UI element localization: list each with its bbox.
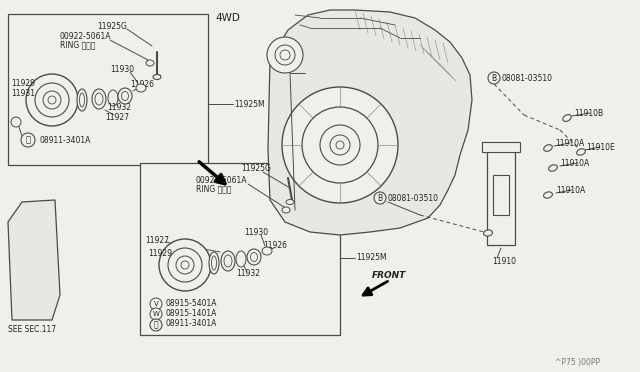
Text: V: V bbox=[154, 301, 158, 307]
Text: 11910: 11910 bbox=[492, 257, 516, 266]
Circle shape bbox=[282, 87, 398, 203]
Text: 11910B: 11910B bbox=[574, 109, 603, 118]
Ellipse shape bbox=[544, 145, 552, 151]
Ellipse shape bbox=[95, 93, 103, 105]
Ellipse shape bbox=[247, 249, 261, 265]
Text: 00922-5061A: 00922-5061A bbox=[60, 32, 111, 41]
Circle shape bbox=[43, 91, 61, 109]
Circle shape bbox=[35, 83, 69, 117]
Ellipse shape bbox=[577, 149, 586, 155]
Text: 11931: 11931 bbox=[11, 89, 35, 97]
Circle shape bbox=[336, 141, 344, 149]
Circle shape bbox=[159, 239, 211, 291]
Circle shape bbox=[488, 72, 500, 84]
Ellipse shape bbox=[136, 84, 146, 92]
Ellipse shape bbox=[262, 247, 272, 255]
Text: 11926: 11926 bbox=[130, 80, 154, 89]
Text: 11910A: 11910A bbox=[560, 158, 589, 167]
Ellipse shape bbox=[122, 92, 129, 100]
Text: RING リング: RING リング bbox=[60, 41, 95, 49]
Text: 08081-03510: 08081-03510 bbox=[388, 193, 439, 202]
Circle shape bbox=[302, 107, 378, 183]
Circle shape bbox=[275, 45, 295, 65]
Ellipse shape bbox=[77, 89, 87, 111]
Circle shape bbox=[330, 135, 350, 155]
Text: 11932: 11932 bbox=[107, 103, 131, 112]
Bar bbox=[487, 150, 515, 245]
Text: 11925M: 11925M bbox=[356, 253, 387, 263]
Text: ^P75 )00PP: ^P75 )00PP bbox=[555, 357, 600, 366]
Ellipse shape bbox=[236, 251, 246, 267]
Ellipse shape bbox=[543, 192, 552, 198]
Text: 08915-5401A: 08915-5401A bbox=[165, 299, 216, 308]
Text: Ⓝ: Ⓝ bbox=[154, 321, 158, 330]
Ellipse shape bbox=[286, 199, 294, 205]
Text: 11930: 11930 bbox=[110, 64, 134, 74]
Text: B: B bbox=[378, 193, 383, 202]
Text: Ⓝ: Ⓝ bbox=[26, 135, 31, 144]
Text: 08081-03510: 08081-03510 bbox=[502, 74, 553, 83]
Text: RING リング: RING リング bbox=[196, 185, 232, 193]
Ellipse shape bbox=[118, 88, 132, 104]
Ellipse shape bbox=[209, 252, 219, 274]
Ellipse shape bbox=[92, 89, 106, 109]
Text: B: B bbox=[492, 74, 497, 83]
Text: 11925M: 11925M bbox=[234, 99, 264, 109]
Circle shape bbox=[150, 319, 162, 331]
Ellipse shape bbox=[250, 253, 257, 262]
Text: W: W bbox=[152, 311, 159, 317]
Text: 08911-3401A: 08911-3401A bbox=[165, 318, 216, 327]
Circle shape bbox=[21, 133, 35, 147]
Circle shape bbox=[280, 50, 290, 60]
Text: 11910A: 11910A bbox=[556, 186, 585, 195]
Circle shape bbox=[150, 298, 162, 310]
Text: 4WD: 4WD bbox=[215, 13, 240, 23]
Circle shape bbox=[11, 117, 21, 127]
Text: 11927: 11927 bbox=[105, 112, 129, 122]
Circle shape bbox=[168, 248, 202, 282]
Ellipse shape bbox=[484, 230, 492, 236]
Ellipse shape bbox=[548, 165, 557, 171]
Ellipse shape bbox=[224, 255, 232, 267]
Text: 11927: 11927 bbox=[145, 235, 169, 244]
Circle shape bbox=[150, 308, 162, 320]
Polygon shape bbox=[268, 10, 472, 235]
Ellipse shape bbox=[153, 74, 161, 80]
Bar bbox=[482, 142, 520, 152]
Circle shape bbox=[48, 96, 56, 104]
Circle shape bbox=[374, 192, 386, 204]
Bar bbox=[140, 163, 340, 335]
Text: FRONT: FRONT bbox=[372, 272, 406, 280]
Text: 11910A: 11910A bbox=[555, 138, 584, 148]
Ellipse shape bbox=[108, 90, 118, 106]
Ellipse shape bbox=[282, 207, 290, 213]
Text: 11932: 11932 bbox=[236, 269, 260, 279]
Circle shape bbox=[176, 256, 194, 274]
Text: 11926: 11926 bbox=[263, 241, 287, 250]
Text: 11925G: 11925G bbox=[97, 22, 127, 31]
Bar bbox=[493, 175, 509, 215]
Text: 11925G: 11925G bbox=[241, 164, 271, 173]
Text: 11910E: 11910E bbox=[586, 142, 615, 151]
Text: 11929: 11929 bbox=[11, 78, 35, 87]
Circle shape bbox=[181, 261, 189, 269]
Circle shape bbox=[26, 74, 78, 126]
Ellipse shape bbox=[563, 115, 571, 121]
Ellipse shape bbox=[221, 251, 235, 271]
Text: 00922-5061A: 00922-5061A bbox=[196, 176, 248, 185]
Text: 11930: 11930 bbox=[244, 228, 268, 237]
Text: 08915-1401A: 08915-1401A bbox=[165, 310, 216, 318]
Text: 11929: 11929 bbox=[148, 250, 172, 259]
Polygon shape bbox=[8, 200, 60, 320]
Ellipse shape bbox=[211, 256, 216, 270]
Text: 08911-3401A: 08911-3401A bbox=[39, 135, 90, 144]
Ellipse shape bbox=[146, 60, 154, 66]
Bar bbox=[8, 14, 208, 165]
Circle shape bbox=[320, 125, 360, 165]
Ellipse shape bbox=[79, 93, 84, 107]
Text: SEE SEC.117: SEE SEC.117 bbox=[8, 326, 56, 334]
Circle shape bbox=[267, 37, 303, 73]
